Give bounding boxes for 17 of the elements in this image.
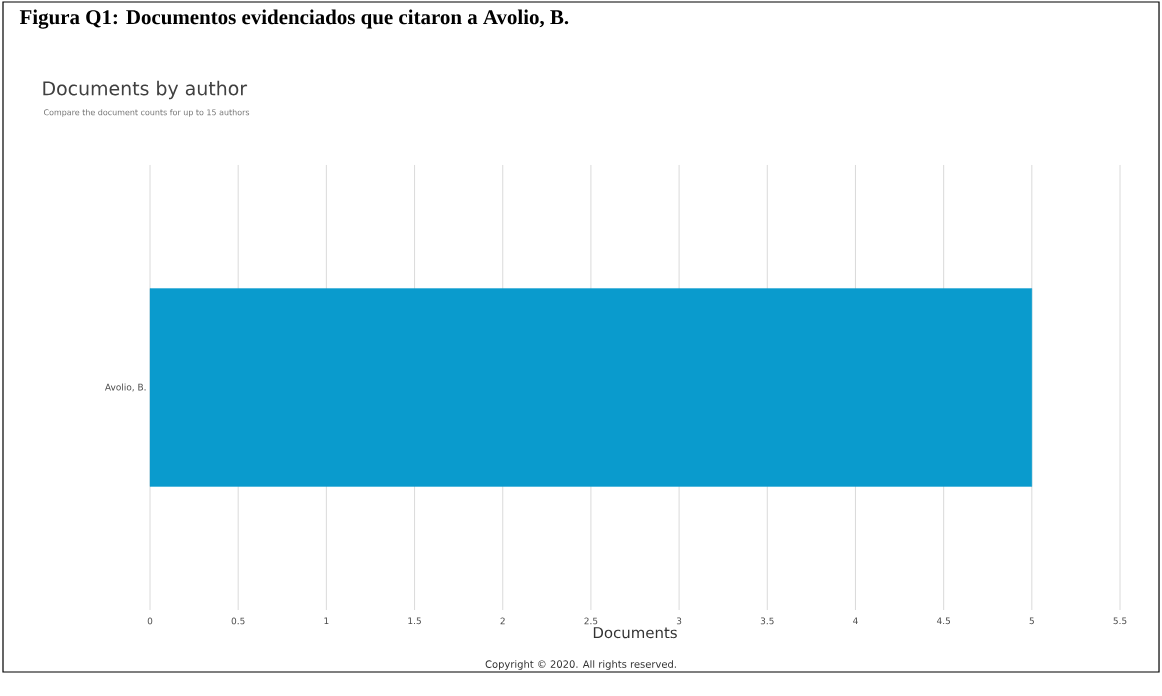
- x-tick-label: 1.5: [408, 617, 421, 625]
- x-tick-label: 2.5: [584, 617, 598, 625]
- x-tick-label: 1: [324, 617, 329, 625]
- chart-title: Figura Q1: Documentos evidenciados que citaron a Avolio, B.: [19, 9, 569, 29]
- x-tick-label: 4: [853, 617, 858, 625]
- y-tick-label: Avolio, B.: [104, 383, 146, 392]
- x-tick-label: 0: [147, 617, 153, 625]
- x-tick-label: 5.5: [1113, 617, 1127, 625]
- x-tick-label: 0.5: [231, 617, 245, 625]
- x-axis-title: Documents: [593, 627, 677, 639]
- chart-subtitle: Documents by author: [43, 80, 248, 100]
- x-tick-label: 5: [1029, 617, 1034, 625]
- x-tick-label: 3.5: [760, 617, 774, 625]
- x-tick-label: 2: [500, 617, 505, 625]
- text: Copyright © 2020. All rights reserved.: [485, 660, 676, 670]
- x-tick-label: 4.5: [936, 617, 950, 625]
- x-tick-label: 3: [676, 617, 682, 625]
